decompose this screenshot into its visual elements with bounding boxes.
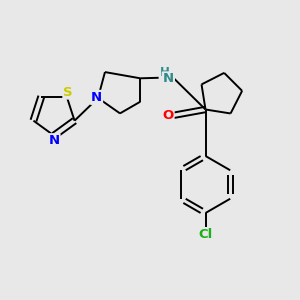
Text: N: N [163,72,174,86]
Text: Cl: Cl [198,228,213,241]
Text: O: O [162,109,174,122]
Text: H: H [160,65,170,79]
Text: N: N [91,91,102,104]
Text: S: S [63,85,73,98]
Text: N: N [48,134,60,147]
